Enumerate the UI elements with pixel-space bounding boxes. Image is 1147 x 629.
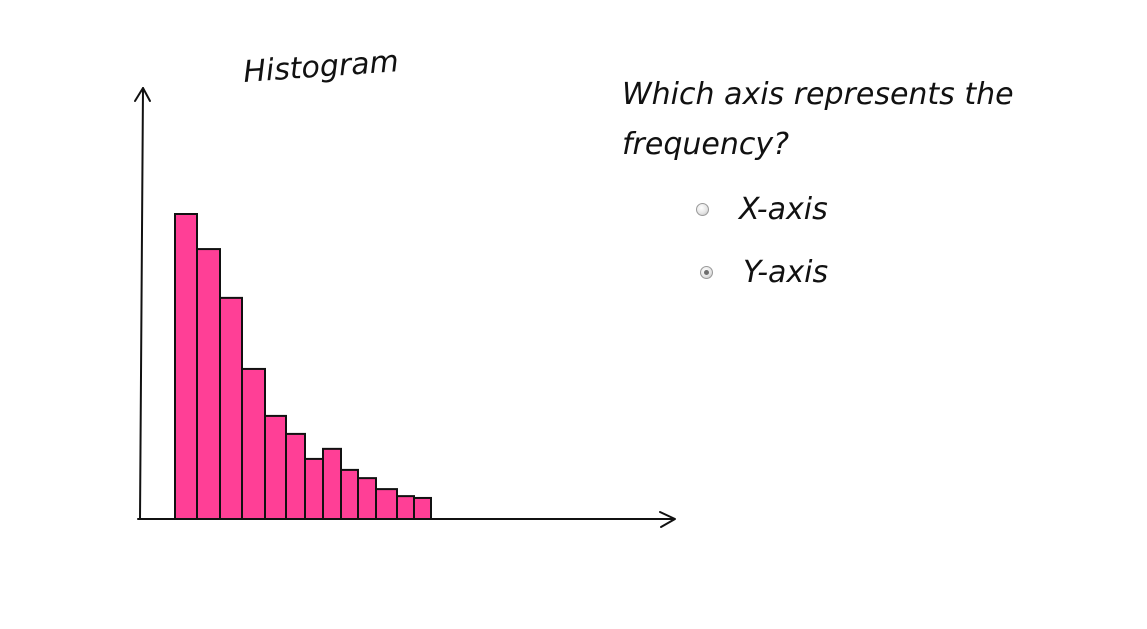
y-axis [134, 87, 151, 520]
histogram-bar [174, 213, 198, 520]
histogram-bar [413, 496, 432, 520]
chart-title: Histogram [242, 44, 400, 90]
histogram-bar [219, 296, 243, 520]
x-axis-arrow-icon [659, 511, 676, 528]
histogram-bar [340, 468, 359, 520]
y-axis-option-label: Y-axis [743, 255, 829, 290]
histogram-bar [322, 447, 342, 521]
x-axis-radio[interactable] [696, 203, 709, 216]
histogram-bar [196, 248, 221, 520]
histogram-bar [264, 414, 287, 520]
histogram-bar [357, 477, 377, 521]
y-axis-arrow-icon [134, 87, 151, 102]
option-x-axis[interactable]: X-axis [696, 192, 828, 227]
bars-group [174, 213, 432, 521]
histogram-bar [241, 367, 266, 520]
option-y-axis[interactable]: Y-axis [700, 255, 828, 290]
x-axis [137, 511, 676, 528]
x-axis-option-label: X-axis [739, 192, 828, 227]
y-axis-radio[interactable] [700, 266, 713, 279]
question-text: Which axis represents the frequency? [622, 77, 1014, 162]
histogram-bar [375, 488, 398, 520]
histogram-bar [396, 495, 415, 520]
histogram-bar [304, 457, 324, 521]
histogram-bar [285, 432, 306, 520]
